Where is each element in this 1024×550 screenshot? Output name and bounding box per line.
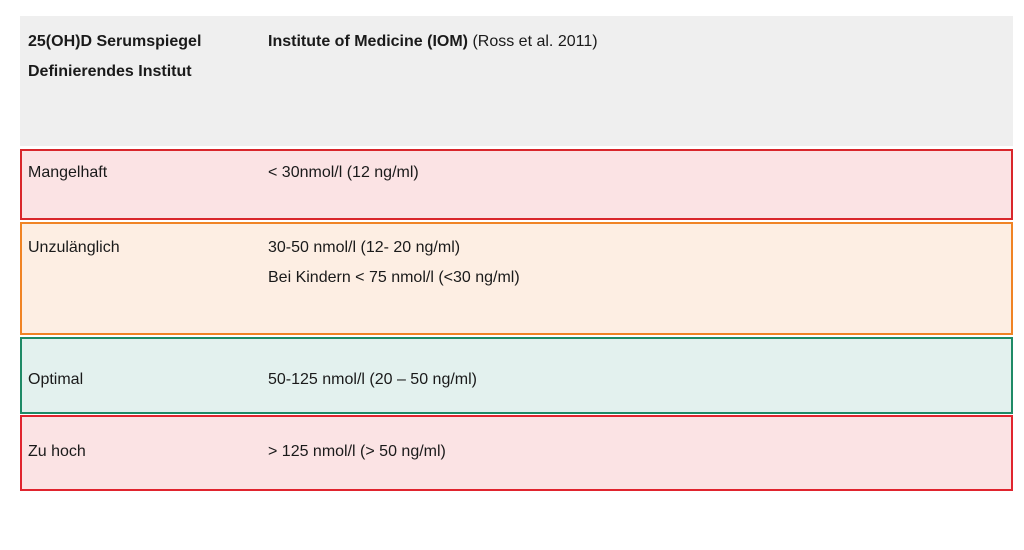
row-value-line: 30-50 nmol/l (12- 20 ng/ml) — [268, 239, 461, 256]
row-label: Mangelhaft — [28, 164, 108, 181]
row-unzulaenglich: Unzulänglich 30-50 nmol/l (12- 20 ng/ml)… — [20, 222, 1013, 335]
row-value-line: > 125 nmol/l (> 50 ng/ml) — [268, 443, 446, 460]
row-value: < 30nmol/l (12 ng/ml) — [268, 158, 419, 188]
header-col2: Institute of Medicine (IOM) (Ross et al.… — [268, 27, 598, 57]
row-label: Optimal — [28, 371, 84, 388]
table-header: 25(OH)D Serumspiegel Definierendes Insti… — [20, 16, 1013, 146]
row-value: 50-125 nmol/l (20 – 50 ng/ml) — [268, 365, 477, 395]
row-value: 30-50 nmol/l (12- 20 ng/ml) Bei Kindern … — [268, 233, 520, 293]
row-value-line: < 30nmol/l (12 ng/ml) — [268, 164, 419, 181]
header-col1: 25(OH)D Serumspiegel Definierendes Insti… — [28, 27, 201, 87]
header-col1-line2: Definierendes Institut — [28, 63, 192, 80]
row-label: Zu hoch — [28, 443, 86, 460]
row-zu-hoch: Zu hoch > 125 nmol/l (> 50 ng/ml) — [20, 415, 1013, 491]
row-mangelhaft: Mangelhaft < 30nmol/l (12 ng/ml) — [20, 149, 1013, 220]
row-optimal: Optimal 50-125 nmol/l (20 – 50 ng/ml) — [20, 337, 1013, 414]
header-col2-reference: (Ross et al. 2011) — [472, 33, 598, 50]
row-value-line: 50-125 nmol/l (20 – 50 ng/ml) — [268, 371, 477, 388]
header-col1-line1: 25(OH)D Serumspiegel — [28, 33, 202, 50]
row-value: > 125 nmol/l (> 50 ng/ml) — [268, 437, 446, 467]
row-value-line: Bei Kindern < 75 nmol/l (<30 ng/ml) — [268, 269, 520, 286]
header-col2-institute: Institute of Medicine (IOM) — [268, 33, 468, 50]
row-label: Unzulänglich — [28, 239, 120, 256]
